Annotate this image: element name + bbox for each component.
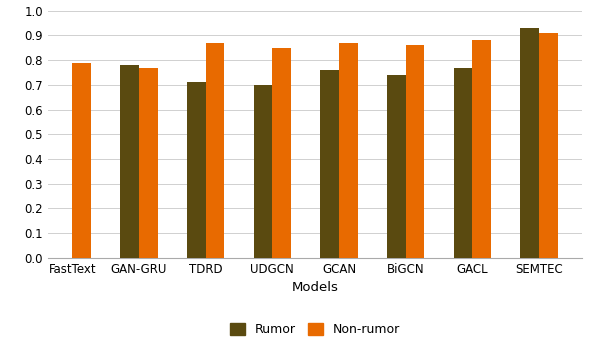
Bar: [254, 85, 272, 258]
Bar: [387, 75, 406, 258]
Bar: [520, 28, 539, 258]
Legend: Rumor, Non-rumor: Rumor, Non-rumor: [224, 318, 406, 342]
Bar: [406, 45, 424, 258]
Bar: [206, 43, 224, 258]
Bar: [339, 43, 358, 258]
Bar: [539, 33, 558, 258]
X-axis label: Models: Models: [292, 281, 338, 294]
Bar: [72, 63, 91, 258]
Bar: [120, 65, 139, 258]
Bar: [472, 40, 491, 258]
Bar: [272, 48, 291, 258]
Bar: [454, 68, 472, 258]
Bar: [320, 70, 339, 258]
Bar: [139, 68, 158, 258]
Bar: [187, 82, 206, 258]
